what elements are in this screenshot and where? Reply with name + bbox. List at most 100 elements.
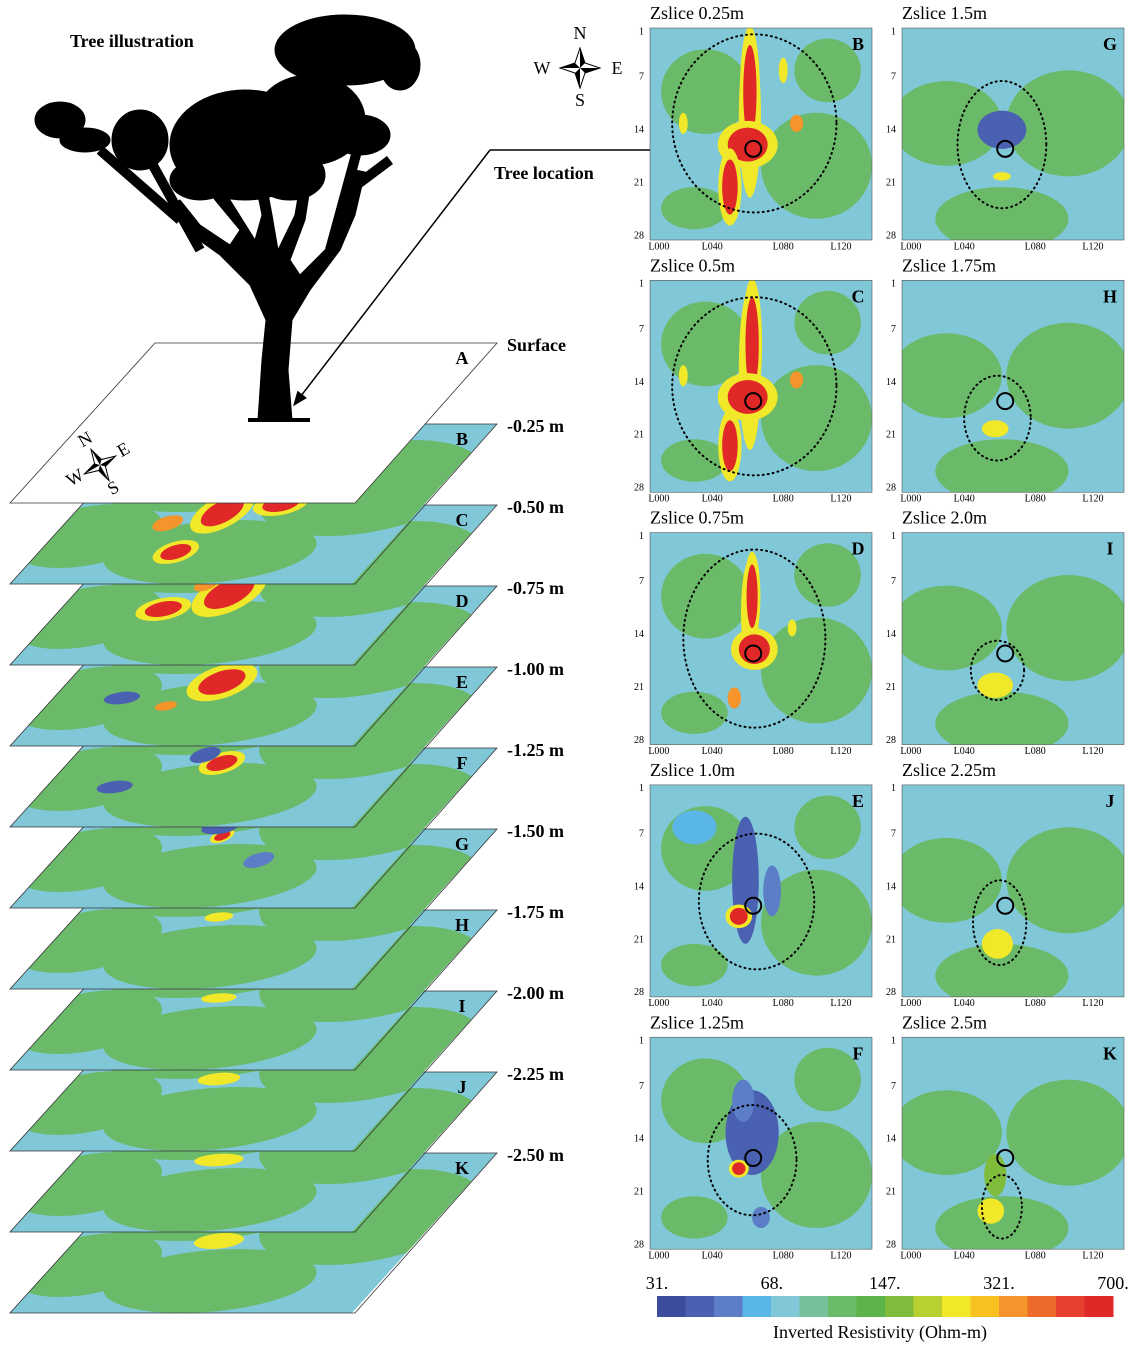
layer-letter: H — [455, 915, 469, 935]
heatmap — [891, 785, 1131, 1008]
panel-letter: J — [1106, 791, 1115, 811]
layer-letter: B — [456, 429, 468, 449]
heatmap-patch — [1006, 70, 1130, 176]
heatmap-patch — [1006, 323, 1130, 429]
colorbar-tick-label: 31. — [646, 1273, 669, 1293]
panel-title: Zslice 0.75m — [650, 508, 744, 528]
x-tick-label: L080 — [773, 241, 794, 252]
panel-title: Zslice 2.5m — [902, 1012, 987, 1032]
x-tick-label: L080 — [1025, 241, 1046, 252]
colorbar-band — [1028, 1296, 1057, 1317]
panel-title: Zslice 1.25m — [650, 1012, 744, 1032]
y-tick-label: 28 — [634, 987, 644, 998]
tree-location-label: Tree location — [494, 163, 594, 183]
panel-letter: G — [1103, 34, 1117, 54]
heatmap-patch — [891, 1090, 1002, 1175]
colorbar-band — [800, 1296, 829, 1317]
tree-title: Tree illustration — [70, 31, 194, 51]
colorbar-tick-label: 321. — [983, 1273, 1015, 1293]
y-tick-label: 28 — [634, 230, 644, 241]
y-tick-label: 21 — [886, 934, 896, 945]
compass-w: W — [534, 58, 551, 78]
heatmap-blob — [679, 365, 688, 386]
heatmap-blob — [730, 908, 748, 925]
layer-depth: -1.25 m — [507, 740, 564, 760]
layer-depth: -1.75 m — [507, 902, 564, 922]
x-tick-label: L000 — [900, 241, 921, 252]
colorbar-band — [714, 1296, 743, 1317]
y-tick-label: 21 — [886, 430, 896, 441]
x-tick-label: L120 — [830, 494, 851, 505]
heatmap-patch — [1006, 1080, 1130, 1186]
heatmap-blob — [722, 420, 738, 471]
heatmap-patch — [661, 554, 750, 639]
layer-depth: -2.00 m — [507, 983, 564, 1003]
colorbar-tick-label: 147. — [869, 1273, 901, 1293]
y-tick-label: 14 — [634, 1134, 644, 1145]
heatmap — [650, 279, 872, 493]
heatmap-blob — [790, 115, 803, 132]
heatmap-patch — [661, 187, 728, 229]
heatmap-patch — [761, 617, 872, 723]
x-tick-label: L040 — [954, 494, 975, 505]
figure: Tree illustration Tree location N S W E … — [0, 0, 1131, 1347]
x-tick-label: L120 — [1082, 746, 1103, 757]
x-tick-label: L120 — [1082, 1250, 1103, 1261]
x-tick-label: L040 — [702, 241, 723, 252]
x-tick-label: L080 — [773, 998, 794, 1009]
colorbar-band — [657, 1296, 686, 1317]
x-tick-label: L000 — [900, 998, 921, 1009]
layer-depth: -0.75 m — [507, 578, 564, 598]
heatmap-patch — [661, 1196, 728, 1238]
layer-depth: Surface — [507, 335, 566, 355]
heatmap-blob — [993, 172, 1011, 180]
x-tick-label: L080 — [1025, 746, 1046, 757]
y-tick-label: 21 — [886, 177, 896, 188]
heatmap-blob — [732, 1162, 745, 1175]
x-tick-label: L000 — [648, 241, 669, 252]
colorbar-band — [999, 1296, 1028, 1317]
heatmap-blob — [747, 564, 758, 628]
y-tick-label: 14 — [886, 377, 896, 388]
y-tick-label: 7 — [891, 324, 896, 335]
y-tick-label: 14 — [634, 125, 644, 136]
heatmap-patch — [1006, 827, 1130, 933]
layer-depth: -0.50 m — [507, 497, 564, 517]
layer-depth: -1.00 m — [507, 659, 564, 679]
x-tick-label: L000 — [900, 494, 921, 505]
x-tick-label: L080 — [1025, 998, 1046, 1009]
y-tick-label: 21 — [634, 430, 644, 441]
colorbar-band — [743, 1296, 772, 1317]
heatmap-blob — [672, 810, 716, 844]
heatmap-blob — [763, 865, 781, 916]
y-tick-label: 28 — [886, 230, 896, 241]
colorbar-band — [1056, 1296, 1085, 1317]
y-tick-label: 7 — [891, 1081, 896, 1092]
y-tick-label: 14 — [886, 1134, 896, 1145]
heatmap-patch — [761, 365, 872, 471]
x-tick-label: L080 — [773, 494, 794, 505]
y-tick-label: 21 — [886, 682, 896, 693]
colorbar-band — [885, 1296, 914, 1317]
y-tick-label: 1 — [639, 26, 644, 37]
heatmap-blob — [739, 634, 770, 664]
heatmap-patch — [794, 796, 861, 860]
y-tick-label: 14 — [886, 125, 896, 136]
x-tick-label: L120 — [1082, 494, 1103, 505]
y-tick-label: 14 — [634, 881, 644, 892]
layer-letter: G — [455, 834, 469, 854]
colorbar-label: Inverted Resistivity (Ohm-m) — [773, 1322, 987, 1343]
y-tick-label: 21 — [634, 177, 644, 188]
heatmap-patch — [891, 838, 1002, 923]
y-tick-label: 1 — [891, 279, 896, 290]
layer-letter: C — [456, 510, 469, 530]
layer-depth: -0.25 m — [507, 416, 564, 436]
y-tick-label: 28 — [634, 483, 644, 494]
x-tick-label: L040 — [702, 998, 723, 1009]
layer-letter: E — [456, 672, 468, 692]
x-tick-label: L120 — [830, 746, 851, 757]
y-tick-label: 1 — [639, 783, 644, 794]
colorbar-band — [1085, 1296, 1114, 1317]
compass-n: N — [574, 23, 587, 43]
y-tick-label: 14 — [886, 629, 896, 640]
